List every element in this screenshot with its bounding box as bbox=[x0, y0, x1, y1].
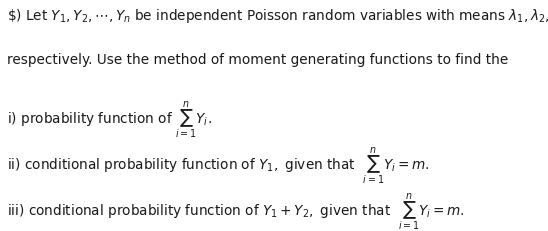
Text: i) probability function of $\sum_{i=1}^{n} Y_i.$: i) probability function of $\sum_{i=1}^{… bbox=[7, 99, 212, 140]
Text: ii) conditional probability function of $Y_1,$ given that  $\sum_{i=1}^{n} Y_i =: ii) conditional probability function of … bbox=[7, 146, 429, 187]
Text: iii) conditional probability function of $Y_1 + Y_2,$ given that  $\sum_{i=1}^{n: iii) conditional probability function of… bbox=[7, 192, 464, 231]
Text: $\$)$ Let $Y_1, Y_2, \cdots, Y_n$ be independent Poisson random variables with m: $\$)$ Let $Y_1, Y_2, \cdots, Y_n$ be ind… bbox=[7, 7, 548, 25]
Text: respectively. Use the method of moment generating functions to find the: respectively. Use the method of moment g… bbox=[7, 53, 508, 67]
